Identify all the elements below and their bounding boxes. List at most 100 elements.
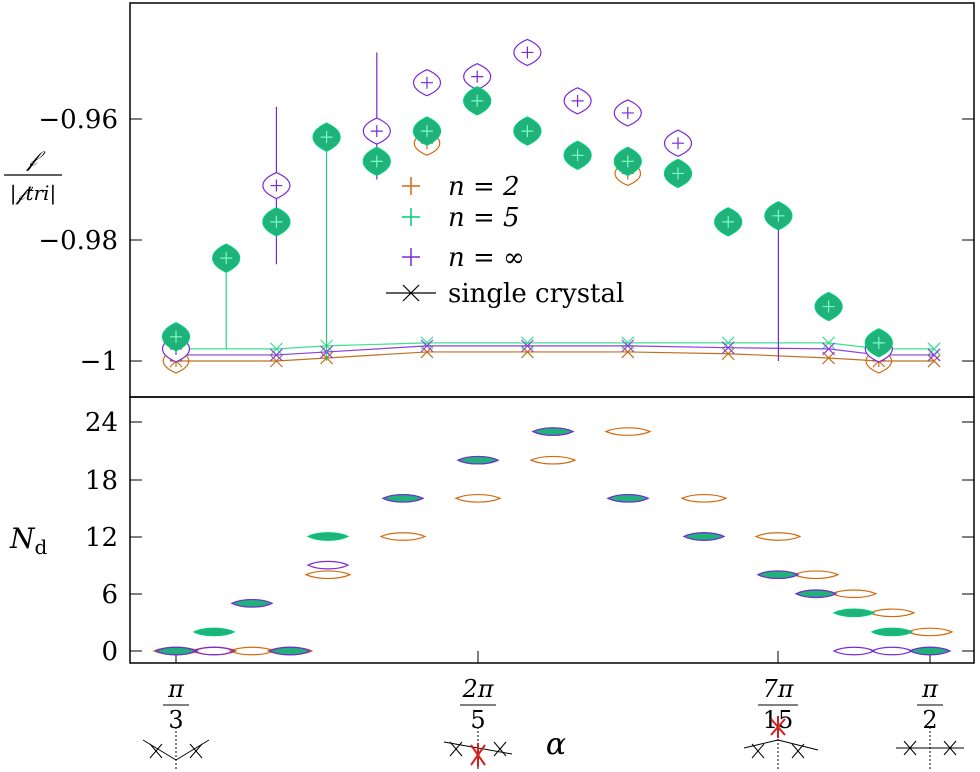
crystal-marker [927,354,941,368]
xtick-num: 7π [762,675,794,703]
crystal-marker [927,342,941,356]
bottom-violin-ninf [682,532,726,541]
crystal-marker [822,336,836,350]
bottom-ylabel: Nd [9,522,48,559]
violin-n5-mean [822,300,835,313]
bottom-violin-n2 [304,570,352,580]
crystal-marker [822,342,836,356]
bottom-ytick-label: 6 [101,580,118,610]
bottom-violin-n5 [832,608,876,618]
crystal-marker [269,342,283,356]
violin-ninf-mean [521,46,534,59]
bottom-ytick-label: 18 [85,466,118,496]
bottom-violin-n2 [529,455,577,465]
legend: n = 2 n = 5 n = ∞ single crystal [386,172,624,309]
bottom-panel-frame [129,396,975,664]
crystal-marker [269,354,283,368]
legend-item-n2: n = 2 [402,172,520,202]
violin-ninf-mean [621,106,634,119]
violin-n5-mean [722,215,735,228]
bottom-violin-n2 [830,589,878,599]
crystal-marker [721,341,735,355]
xtick-den: 5 [470,706,485,734]
violin-ninf-mean [471,70,484,83]
violin-n5-mean [270,215,283,228]
violin-ninf-mean [571,94,584,107]
violin-n5-mean [571,149,584,162]
x-axis-label: α [546,727,566,762]
violin-n5-mean [672,167,684,180]
bottom-violin-n2 [680,493,728,503]
legend-label-n2: n = 2 [448,172,520,202]
lattice-sketch-pi-3 [142,727,210,770]
bottom-violin-ninf [756,570,800,580]
violin-n5-mean [421,125,433,138]
bottom-ytick-label: 0 [101,637,118,667]
crystal-marker [520,345,534,359]
xtick-pi-2: π 2 [917,675,943,734]
bottom-violin-n5 [870,627,914,637]
legend-item-single-crystal: single crystal [386,279,624,309]
bottom-violin-ninf [832,646,876,656]
lattice-sketch-pi-2 [896,727,964,770]
crystal-line-ninf [176,345,935,356]
crystal-marker [621,339,635,353]
xtick-num: 2π [461,675,494,703]
violin-ninf-mean [672,137,684,150]
legend-label-n5: n = 5 [448,203,520,233]
crystal-marker [927,348,941,362]
bottom-violin-n2 [454,493,502,503]
bottom-violin-n5 [192,627,236,637]
violin-n5-mean [872,336,885,349]
legend-label-single-crystal: single crystal [448,279,624,309]
bottom-violin-ninf [456,455,500,465]
crystal-marker [621,345,635,359]
xtick-den: 2 [922,706,937,734]
bottom-violin-n5 [306,532,350,541]
crystal-line-n5 [176,342,935,350]
violin-ninf-mean [421,76,433,89]
top-ylabel-denominator: |𝒻tri| [10,181,56,206]
top-y-axis-label: 𝒻 |𝒻tri| [4,147,62,206]
crystal-marker [621,336,635,350]
crystal-marker [520,339,534,353]
bottom-ylabel-main: N [9,522,36,555]
bottom-violin-ninf [606,493,650,503]
xtick-num: π [921,675,939,703]
crystal-marker [269,348,283,362]
top-panel-data [161,38,941,374]
legend-item-n5: n = 5 [402,203,520,233]
legend-label-ninf: n = ∞ [448,243,525,273]
bottom-panel-data [152,427,954,656]
xtick-num: π [167,675,185,703]
bottom-violin-ninf [230,598,274,608]
violin-n5-mean [772,209,785,222]
violin-n5-mean [170,330,182,343]
bottom-violin-n2 [792,570,840,580]
violin-n5-mean [220,252,233,265]
crystal-marker [420,339,434,353]
top-ytick-label: −0.98 [38,226,118,256]
crystal-line-n2 [176,351,935,362]
bottom-violin-ninf [306,560,350,570]
bottom-violin-n2 [754,532,802,541]
crystal-marker [822,351,836,365]
legend-item-ninf: n = ∞ [402,243,525,273]
bottom-violin-ninf [381,493,425,503]
violin-n5-mean [521,125,534,138]
violin-n5-mean [471,94,484,107]
bottom-violin-ninf [531,427,575,436]
bottom-ylabel-sub: d [35,535,48,559]
top-ylabel-numerator: 𝒻 [25,147,46,172]
crystal-marker [420,336,434,350]
bottom-violin-n2 [906,627,954,637]
top-ytick-label: −0.96 [38,105,118,135]
violin-n5-mean [320,131,333,144]
top-panel-frame [129,2,975,398]
crystal-marker [721,336,735,350]
crystal-marker [721,347,735,361]
bottom-violin-n2 [379,532,427,541]
bottom-violin-ninf [192,646,236,656]
bottom-violin-n2 [604,427,652,436]
